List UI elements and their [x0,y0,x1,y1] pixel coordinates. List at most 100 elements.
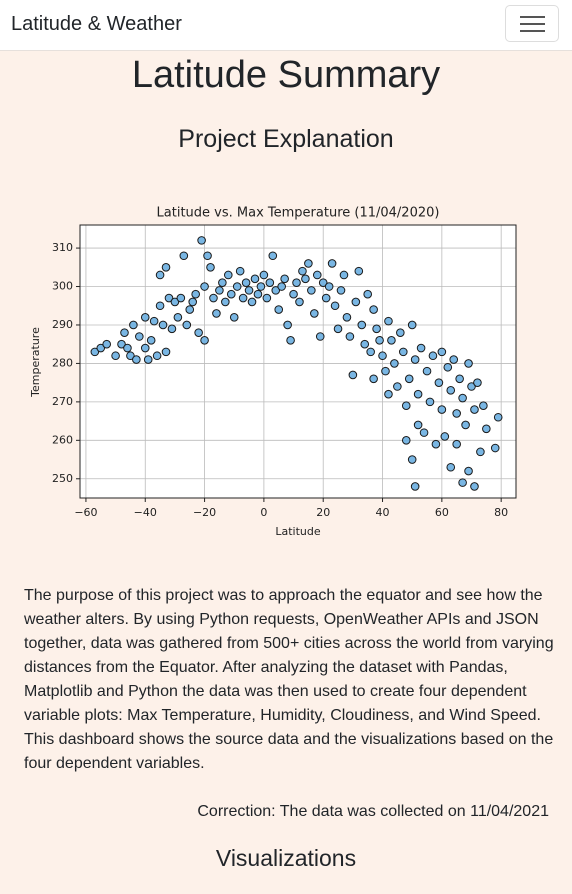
point [304,259,313,268]
chart: Latitude vs. Max Temperature (11/04/2020… [29,206,517,538]
point [390,359,399,368]
point [387,336,396,345]
point [176,293,186,303]
point [363,289,373,299]
point [351,297,361,307]
point [223,270,233,280]
explanation: The purpose of this project was to appro… [24,587,554,772]
point [232,282,242,291]
x-tick-label: −40 [134,506,157,519]
point [336,286,346,295]
point [384,389,393,399]
point [357,320,367,330]
point [244,286,254,295]
point [200,336,209,345]
point [452,439,461,449]
chart-title: Latitude vs. Max Temperature (11/04/2020… [157,206,440,221]
point [381,366,390,376]
point [191,289,200,299]
point [262,293,272,303]
point [143,355,153,364]
point [437,347,447,357]
point [404,374,414,384]
point [431,439,441,449]
point [203,251,212,261]
point [455,374,464,384]
point [467,382,476,391]
point [410,355,420,364]
y-tick-label: 280 [52,356,73,369]
point [375,336,384,345]
point [286,336,295,345]
point [218,278,227,287]
point [493,412,503,422]
x-tick-label: 20 [316,506,330,519]
y-axis-label: Temperature [29,327,42,398]
x-tick-label: −20 [193,506,216,519]
point [256,282,266,291]
point [289,289,298,299]
point [185,305,195,314]
point [129,320,138,330]
point [158,320,168,330]
point [470,405,479,414]
point [479,401,488,411]
point [449,355,459,364]
point [407,320,417,330]
point [135,332,144,341]
subtitle: Project Explanation [178,125,394,153]
point [250,274,260,284]
plot-area [80,225,516,498]
point [149,316,159,326]
point [298,266,307,276]
point [434,378,444,387]
point [396,328,405,337]
point [440,432,450,441]
menu-toggler[interactable] [505,5,559,42]
point [490,443,500,453]
y-tick-label: 260 [52,433,73,446]
point [458,393,467,403]
point [315,332,325,341]
point [310,309,319,318]
point [188,297,198,307]
point [419,428,429,437]
point [117,339,126,349]
point [221,297,230,307]
point [259,270,269,280]
point [161,347,171,357]
point [443,362,453,372]
point [132,355,141,364]
point [422,366,432,376]
point [194,328,203,337]
point [360,339,370,349]
point [307,286,316,295]
point [312,270,322,280]
point [333,324,343,334]
point [398,347,408,357]
point [345,332,355,341]
point [330,301,340,311]
point [268,251,278,261]
point [182,320,192,330]
point [200,282,209,291]
y-tick-label: 300 [52,280,73,293]
point [301,274,310,284]
point [247,297,257,307]
point [167,324,177,334]
point [464,359,473,368]
point [215,286,224,295]
y-tick-label: 310 [52,241,73,254]
point [292,278,301,287]
point [446,386,456,395]
point [416,343,426,353]
point [437,405,447,414]
point [413,420,423,430]
point [342,312,352,322]
point [226,289,236,299]
x-axis-label: Latitude [275,525,321,538]
brand[interactable]: Latitude & Weather [11,13,182,35]
point [146,336,156,345]
point [401,436,411,445]
point [277,282,286,291]
